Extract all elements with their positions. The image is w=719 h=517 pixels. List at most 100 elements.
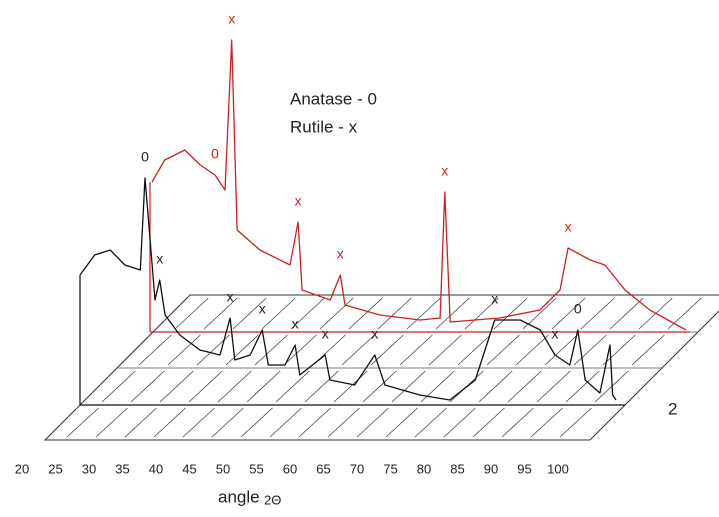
- hatch: [377, 297, 412, 330]
- hatch: [573, 334, 607, 366]
- peak-marker: x: [552, 326, 559, 342]
- peak-marker: x: [491, 291, 498, 307]
- peak-marker: 0: [574, 301, 582, 317]
- x-tick-label: 40: [149, 461, 163, 476]
- hatch: [283, 334, 317, 366]
- x-tick-label: 50: [216, 461, 230, 476]
- x-tick-label: 85: [450, 461, 464, 476]
- hatch: [333, 370, 368, 403]
- hatch: [486, 334, 520, 366]
- peak-marker: x: [565, 219, 572, 235]
- hatch: [631, 334, 665, 366]
- hatch: [130, 370, 165, 403]
- hatch: [530, 407, 563, 438]
- peak-marker: x: [337, 246, 344, 262]
- hatch: [515, 334, 549, 366]
- hatch: [362, 370, 397, 403]
- hatch: [609, 297, 644, 330]
- floor-outline: [43, 294, 719, 441]
- hatch: [240, 407, 273, 438]
- hatch: [298, 407, 331, 438]
- hatch: [275, 370, 310, 403]
- hatch: [493, 297, 528, 330]
- hatch: [159, 370, 194, 403]
- peak-marker: x: [156, 251, 163, 267]
- hatch: [565, 370, 600, 403]
- hatch: [138, 334, 172, 366]
- hatch: [472, 407, 505, 438]
- hatch: [167, 334, 201, 366]
- hatch: [544, 334, 578, 366]
- peak-marker: 0: [141, 149, 149, 165]
- hatch: [464, 297, 499, 330]
- hatch: [66, 407, 99, 438]
- series-line: [79, 177, 617, 401]
- hatch: [203, 297, 238, 330]
- hatch: [254, 334, 288, 366]
- x-tick-label: 65: [316, 461, 330, 476]
- x-tick-label: 35: [115, 461, 129, 476]
- floor: [43, 294, 719, 441]
- hatch: [95, 407, 128, 438]
- hatch: [356, 407, 389, 438]
- hatch: [391, 370, 426, 403]
- hatch: [341, 334, 375, 366]
- hatch: [182, 407, 215, 438]
- hatch: [443, 407, 476, 438]
- hatch: [211, 407, 244, 438]
- hatch: [478, 370, 513, 403]
- hatch: [536, 370, 571, 403]
- peak-marker: x: [371, 326, 378, 342]
- x-tick-label: 95: [517, 461, 531, 476]
- x-tick-label: 70: [350, 461, 364, 476]
- peak-marker: x: [228, 11, 235, 27]
- hatch: [559, 407, 592, 438]
- hatch: [457, 334, 491, 366]
- hatch: [667, 297, 702, 330]
- peak-marker: x: [441, 163, 448, 179]
- hatch: [501, 407, 534, 438]
- peak-marker: x: [259, 301, 266, 317]
- hatch: [124, 407, 157, 438]
- hatch: [507, 370, 542, 403]
- x-tick-label: 55: [249, 461, 263, 476]
- x-axis-label: angle: [218, 487, 260, 506]
- x-tick-label: 45: [182, 461, 196, 476]
- hatch: [414, 407, 447, 438]
- hatch: [225, 334, 259, 366]
- hatch: [101, 370, 136, 403]
- hatch: [327, 407, 360, 438]
- hatch: [290, 297, 325, 330]
- legend-line: Rutile - x: [290, 117, 358, 136]
- x-tick-label: 75: [383, 461, 397, 476]
- depth-label: 2: [668, 399, 677, 418]
- x-tick-label: 100: [547, 461, 569, 476]
- hatch: [246, 370, 281, 403]
- hatch: [580, 297, 615, 330]
- hatch: [269, 407, 302, 438]
- peak-marker: 0: [211, 146, 219, 162]
- hatch: [217, 370, 252, 403]
- peak-marker: x: [322, 326, 329, 342]
- x-tick-label: 90: [484, 461, 498, 476]
- hatch: [551, 297, 586, 330]
- hatch: [232, 297, 267, 330]
- x-tick-label: 25: [48, 461, 62, 476]
- series-line: [151, 39, 687, 331]
- hatch: [435, 297, 470, 330]
- x-tick-label: 20: [15, 461, 29, 476]
- legend-line: Anatase - 0: [290, 89, 377, 108]
- x-tick-label: 80: [417, 461, 431, 476]
- hatch: [602, 334, 636, 366]
- peak-marker: x: [292, 316, 299, 332]
- hatch: [319, 297, 354, 330]
- peak-marker: x: [227, 289, 234, 305]
- hatch: [153, 407, 186, 438]
- hatch: [399, 334, 433, 366]
- hatch: [406, 297, 441, 330]
- x-tick-label: 60: [283, 461, 297, 476]
- hatch: [188, 370, 223, 403]
- hatch: [428, 334, 462, 366]
- hatch: [348, 297, 383, 330]
